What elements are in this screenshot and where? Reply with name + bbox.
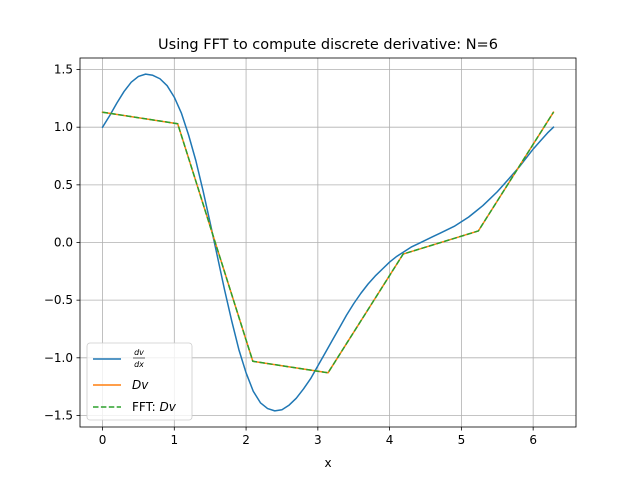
- legend: dv dx Dv FFT: Dv: [86, 342, 193, 421]
- y-tick-label: 1.5: [54, 63, 73, 77]
- x-tick-label: 1: [170, 433, 178, 447]
- legend-label-fft-math: Dv: [159, 400, 176, 414]
- x-tick-label: 4: [386, 433, 394, 447]
- series-dvdx-line: [101, 73, 555, 412]
- x-axis-label: x: [324, 456, 331, 470]
- legend-label-dvdx-den: dx: [134, 360, 144, 369]
- y-tick-label: 0.5: [54, 178, 73, 192]
- y-tick-label: −0.5: [44, 293, 73, 307]
- x-tick-label: 5: [458, 433, 466, 447]
- legend-label-dvdx-num: dv: [134, 348, 144, 357]
- series-fft-dv-line: [102, 111, 555, 374]
- legend-box: [86, 342, 193, 421]
- x-tick-label: 6: [529, 433, 537, 447]
- legend-label-fft-dv: FFT: Dv: [132, 400, 177, 414]
- legend-label-fft-prefix: FFT:: [132, 400, 159, 414]
- x-tick-label: 2: [242, 433, 250, 447]
- plot-lines: [101, 73, 555, 412]
- y-tick-label: −1.0: [44, 351, 73, 365]
- legend-label-dv: Dv: [132, 378, 149, 392]
- x-tick-label: 3: [314, 433, 322, 447]
- chart-title: Using FFT to compute discrete derivative…: [158, 37, 498, 53]
- y-tick-label: 1.0: [54, 120, 73, 134]
- x-tick-label: 0: [99, 433, 107, 447]
- y-tick-label: 0.0: [54, 236, 73, 250]
- y-tick-label: −1.5: [44, 408, 73, 422]
- ticks: 0 1 2 3 4 5 6 −1.5 −1.0 −0.5 0.0 0.5 1.0 1.5: [44, 63, 537, 447]
